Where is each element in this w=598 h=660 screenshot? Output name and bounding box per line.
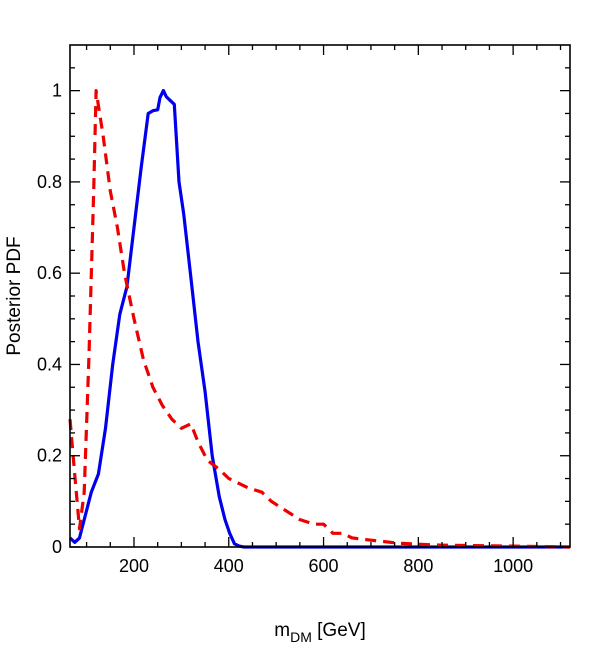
series-line-solid-blue	[68, 88, 570, 549]
y-tick-label: 0.8	[37, 172, 62, 192]
x-tick-label: 200	[119, 556, 149, 576]
series-line-dashed-red	[68, 88, 571, 549]
y-axis-label: Posterior PDF	[4, 236, 25, 355]
x-tick-label: 400	[214, 556, 244, 576]
tick-labels: 200 400 600 800 1000 0 0.2 0.4 0.6 0.8 1	[37, 81, 533, 576]
y-tick-label: 0.6	[37, 263, 62, 283]
x-tick-label: 600	[309, 556, 339, 576]
plot-frame	[69, 44, 571, 548]
plot-curves	[68, 88, 571, 549]
x-axis-label-unit: [GeV]	[312, 620, 366, 641]
y-tick-label: 0.2	[37, 446, 62, 466]
y-tick-label: 0.4	[37, 354, 62, 374]
x-axis-label: mDM [GeV]	[274, 620, 365, 645]
axis-ticks	[70, 45, 570, 548]
x-axis-label-subscript: DM	[290, 629, 312, 645]
x-tick-label: 1000	[493, 556, 533, 576]
y-tick-label: 0	[52, 537, 62, 557]
x-axis-label-main: m	[274, 620, 290, 641]
y-tick-label: 1	[52, 81, 62, 101]
x-tick-label: 800	[403, 556, 433, 576]
